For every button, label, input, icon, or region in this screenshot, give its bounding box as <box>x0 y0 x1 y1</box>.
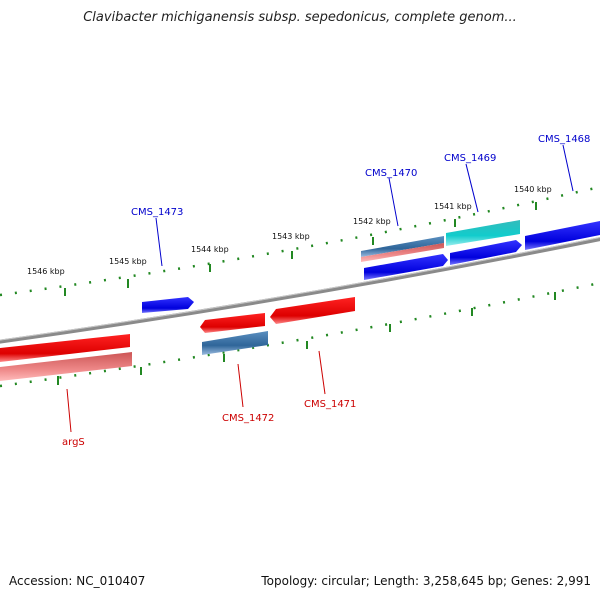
leader-cms-1473 <box>155 217 163 267</box>
gene-label-cms-1473[interactable]: CMS_1473 <box>131 207 183 218</box>
genome-backbone <box>0 236 600 344</box>
gene-label-cms-1471[interactable]: CMS_1471 <box>304 399 356 410</box>
genome-backbone-highlight <box>0 237 600 341</box>
gene-cms-1469-outer[interactable] <box>446 220 520 246</box>
lower-scale <box>0 281 600 388</box>
leader-cms-1470 <box>388 177 399 227</box>
gene-cms-1472[interactable] <box>200 313 265 333</box>
gene-cms-1472-outer[interactable] <box>202 331 268 355</box>
leader-cms-1468 <box>562 144 574 192</box>
gene-cms-1470-outer[interactable] <box>361 236 444 262</box>
leader-cms-1471 <box>318 350 326 395</box>
kbp-label: 1546 kbp <box>27 267 65 276</box>
gene-args-outer[interactable] <box>0 352 132 381</box>
gene-cms-1469[interactable] <box>450 240 522 265</box>
gene-cms-1468[interactable] <box>525 221 600 250</box>
accession-text: Accession: NC_010407 <box>9 574 146 588</box>
kbp-label: 1540 kbp <box>514 185 552 194</box>
kbp-label: 1545 kbp <box>109 257 147 266</box>
gene-label-cms-1472[interactable]: CMS_1472 <box>222 413 274 424</box>
leader-cms-1472 <box>237 363 244 408</box>
kbp-label: 1541 kbp <box>434 202 472 211</box>
gene-label-cms-1470[interactable]: CMS_1470 <box>365 168 417 179</box>
gene-label-cms-1468[interactable]: CMS_1468 <box>538 134 590 145</box>
gene-cms-1473[interactable] <box>142 297 194 313</box>
kbp-label: 1542 kbp <box>353 217 391 226</box>
topology-summary: Topology: circular; Length: 3,258,645 bp… <box>261 574 591 588</box>
gene-label-cms-1469[interactable]: CMS_1469 <box>444 153 496 164</box>
upper-scale <box>0 185 600 297</box>
gene-cms-1470[interactable] <box>364 254 448 280</box>
map-title: Clavibacter michiganensis subsp. sepedon… <box>83 10 517 25</box>
gene-label-args[interactable]: argS <box>62 437 85 448</box>
gene-cms-1471[interactable] <box>270 297 355 324</box>
upper-scale-dots <box>0 185 600 297</box>
gene-args[interactable] <box>0 334 130 362</box>
kbp-label: 1544 kbp <box>191 245 229 254</box>
kbp-label: 1543 kbp <box>272 232 310 241</box>
leader-cms-1469 <box>465 163 479 213</box>
leader-args <box>66 388 72 433</box>
